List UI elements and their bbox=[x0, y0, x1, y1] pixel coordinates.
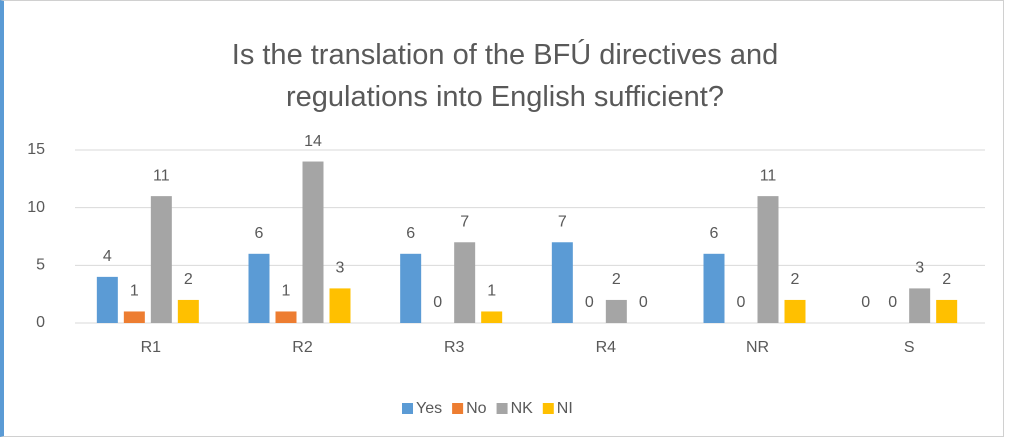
bar bbox=[757, 196, 779, 323]
data-label: 0 bbox=[861, 294, 870, 311]
x-tick-label: R2 bbox=[292, 339, 313, 356]
bar bbox=[275, 311, 297, 323]
data-label: 1 bbox=[130, 283, 139, 300]
data-label: 2 bbox=[184, 271, 193, 288]
chart-title: Is the translation of the BFÚ directives… bbox=[231, 39, 779, 113]
legend-label: No bbox=[466, 400, 487, 417]
legend-swatch bbox=[402, 403, 413, 414]
legend-swatch bbox=[542, 403, 554, 414]
y-tick-label: 5 bbox=[36, 257, 45, 274]
legend-label: NI bbox=[557, 400, 573, 417]
bar bbox=[96, 276, 118, 323]
legend-swatch bbox=[452, 403, 464, 414]
data-label: 4 bbox=[103, 248, 112, 265]
data-label: 0 bbox=[585, 294, 594, 311]
bar bbox=[150, 196, 172, 323]
data-label: 2 bbox=[612, 271, 621, 288]
bar bbox=[703, 253, 725, 323]
data-label: 0 bbox=[639, 294, 648, 311]
bar bbox=[481, 311, 503, 323]
legend-label: Yes bbox=[416, 400, 442, 417]
bar bbox=[784, 299, 806, 323]
data-label: 2 bbox=[942, 271, 951, 288]
bar bbox=[551, 242, 573, 323]
data-label: 6 bbox=[710, 225, 719, 242]
data-label: 14 bbox=[304, 133, 322, 150]
legend-swatch bbox=[496, 403, 508, 414]
data-label: 1 bbox=[487, 283, 496, 300]
bar bbox=[605, 299, 627, 323]
data-label: 7 bbox=[558, 213, 567, 230]
data-label: 7 bbox=[460, 213, 469, 230]
data-label: 3 bbox=[915, 260, 924, 277]
data-label: 11 bbox=[153, 167, 170, 184]
bar bbox=[454, 242, 476, 323]
data-label: 0 bbox=[433, 294, 442, 311]
bar bbox=[302, 161, 324, 323]
x-tick-label: NR bbox=[746, 339, 769, 356]
bar bbox=[248, 253, 270, 323]
y-tick-label: 10 bbox=[27, 199, 45, 216]
data-label: 3 bbox=[336, 260, 345, 277]
data-label: 11 bbox=[760, 167, 777, 184]
bar bbox=[329, 288, 351, 323]
data-label: 6 bbox=[255, 225, 264, 242]
data-label: 2 bbox=[791, 271, 800, 288]
y-tick-label: 0 bbox=[36, 314, 45, 331]
bar bbox=[177, 299, 199, 323]
y-tick-label: 15 bbox=[27, 141, 45, 158]
data-label: 6 bbox=[406, 225, 415, 242]
data-label: 0 bbox=[737, 294, 746, 311]
legend-label: NK bbox=[511, 400, 534, 417]
x-tick-label: S bbox=[904, 339, 915, 356]
bar bbox=[936, 299, 958, 323]
bar bbox=[909, 288, 931, 323]
bar bbox=[400, 253, 422, 323]
x-tick-label: R1 bbox=[141, 339, 162, 356]
x-tick-label: R4 bbox=[596, 339, 617, 356]
bar bbox=[123, 311, 145, 323]
x-tick-label: R3 bbox=[444, 339, 465, 356]
data-label: 1 bbox=[282, 283, 291, 300]
data-label: 0 bbox=[888, 294, 897, 311]
